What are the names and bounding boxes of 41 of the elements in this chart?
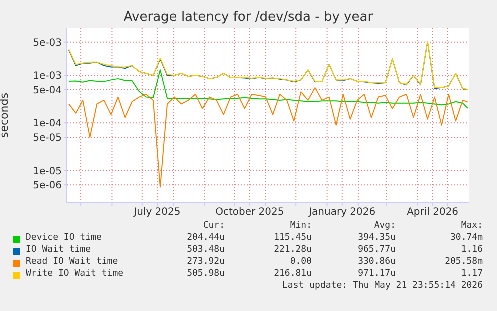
text: 273.92u (186, 257, 225, 267)
x-tick-label: July 2025 (133, 207, 181, 218)
text: 330.86u (357, 257, 396, 267)
text: 204.44u (186, 233, 225, 243)
text: 0.00 (289, 257, 312, 267)
legend-label: Write IO Wait time (26, 269, 124, 279)
line-series (68, 87, 468, 188)
x-tick-label: January 2026 (308, 207, 376, 218)
y-tick-label: 5e-06 (33, 180, 62, 192)
text: 30.74m (449, 233, 483, 243)
y-tick-label: 1e-03 (33, 71, 62, 82)
text: Min: (289, 221, 312, 231)
text: 205.58m (444, 257, 483, 267)
x-tick-label: April 2026 (407, 207, 459, 218)
legend-label: IO Wait time (26, 245, 92, 255)
text: 115.45u (273, 233, 312, 243)
y-axis-title: seconds (0, 92, 11, 138)
text: Cur: (202, 221, 225, 231)
legend-label: Read IO Wait time (26, 257, 118, 267)
legend-label: Device IO time (26, 233, 102, 243)
text: 971.17u (357, 269, 396, 279)
line-series (68, 41, 468, 90)
y-tick-label: 5e-05 (33, 133, 62, 144)
y-tick-label: 5e-04 (33, 85, 62, 96)
chart-title: Average latency for /dev/sda - by year (122, 10, 374, 25)
text: 505.98u (186, 269, 225, 279)
text: Avg: (373, 221, 396, 231)
y-tick-label: 5e-03 (33, 38, 62, 49)
line-series (68, 70, 468, 109)
x-tick-label: October 2025 (216, 207, 284, 218)
y-tick-label: 1e-04 (33, 118, 62, 130)
text: 1.16 (460, 245, 483, 255)
text: 503.48u (186, 245, 225, 255)
y-tick-label: 1e-05 (33, 166, 62, 178)
text: 1.17 (460, 269, 483, 279)
text: Max: (460, 221, 483, 231)
text: 221.28u (273, 245, 312, 255)
text: 216.81u (273, 269, 312, 279)
text: 965.77u (357, 245, 396, 255)
text: Last update: Thu May 21 23:55:14 2026 (282, 281, 483, 291)
text: 394.35u (357, 233, 396, 243)
